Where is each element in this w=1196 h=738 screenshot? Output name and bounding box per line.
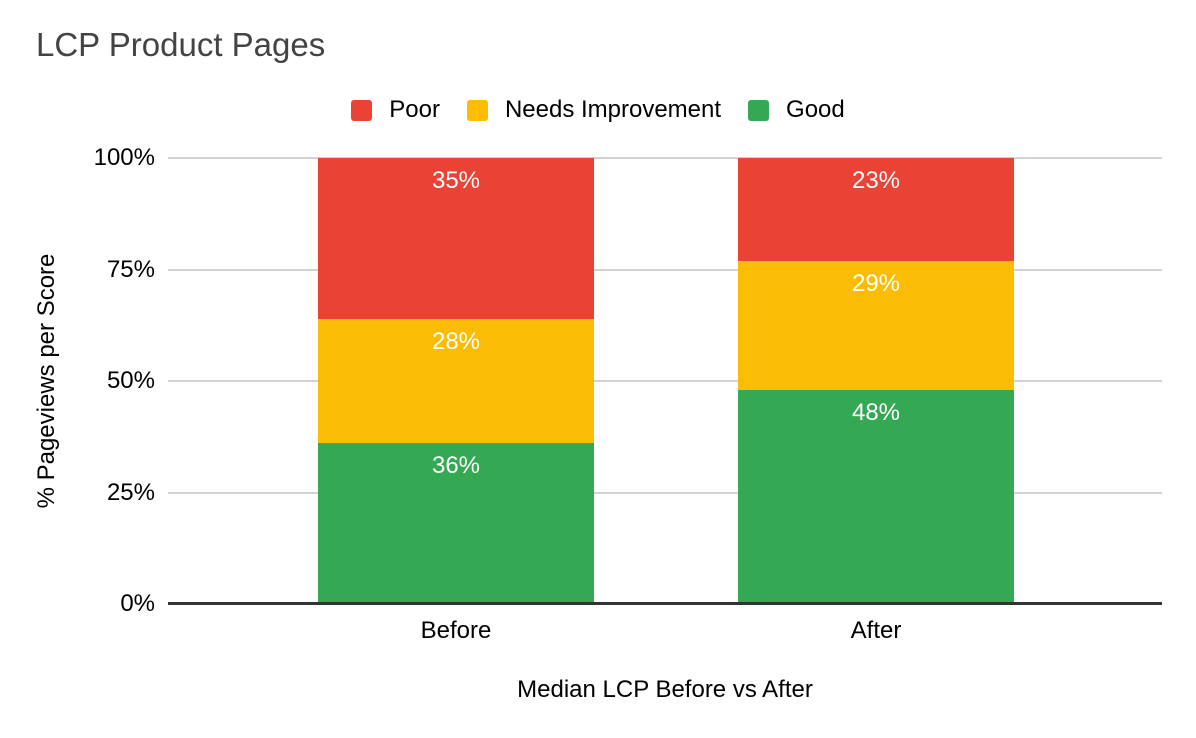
data-label: 29% <box>851 269 901 297</box>
legend-item-needs-improvement: Needs Improvement <box>466 96 722 125</box>
x-axis-line <box>168 602 1162 605</box>
segment-before-needs-improvement: 28% <box>318 318 594 444</box>
segment-after-poor: 23% <box>738 158 1014 261</box>
gridline <box>168 268 1162 271</box>
x-category-label: Before <box>420 617 492 644</box>
segment-after-needs-improvement: 29% <box>738 260 1014 390</box>
bar-after: 48% 29% 23% <box>738 158 1014 604</box>
y-tick-label: 25% <box>106 478 155 506</box>
data-label: 23% <box>851 167 901 194</box>
gridline <box>168 380 1162 382</box>
segment-before-good: 36% <box>318 443 594 604</box>
legend-item-good: Good <box>748 96 845 125</box>
plot-area: 100% 75% 50% 25% 0% 36% 28% 35% 48% 29% 23% … <box>94 144 1162 644</box>
y-tick-label: 100% <box>93 144 155 171</box>
chart-title: LCP Product Pages <box>36 26 326 63</box>
legend-swatch-poor-icon <box>351 99 373 121</box>
x-axis-title: Median LCP Before vs After <box>517 676 813 703</box>
data-label: 48% <box>851 398 901 426</box>
segment-after-good: 48% <box>738 389 1014 604</box>
segment-before-poor: 35% <box>318 158 594 319</box>
legend-label: Poor <box>389 96 440 123</box>
legend-label: Good <box>786 96 845 123</box>
data-label: 28% <box>431 327 481 355</box>
y-tick-label: 0% <box>120 590 155 617</box>
x-category-label: After <box>850 617 902 644</box>
bar-before: 36% 28% 35% <box>318 158 594 604</box>
y-axis-title: % Pageviews per Score <box>33 253 60 509</box>
data-label: 35% <box>431 167 481 194</box>
y-tick-label: 75% <box>106 255 155 283</box>
gridline <box>168 491 1162 494</box>
legend-item-poor: Poor <box>351 96 440 125</box>
legend-swatch-good-icon <box>748 99 770 121</box>
legend: Poor Needs Improvement Good <box>0 96 1196 125</box>
data-label: 36% <box>431 452 481 480</box>
legend-label: Needs Improvement <box>504 96 722 123</box>
legend-swatch-needs-improvement-icon <box>466 99 488 121</box>
gridline <box>168 157 1162 159</box>
y-tick-label: 50% <box>106 367 155 394</box>
